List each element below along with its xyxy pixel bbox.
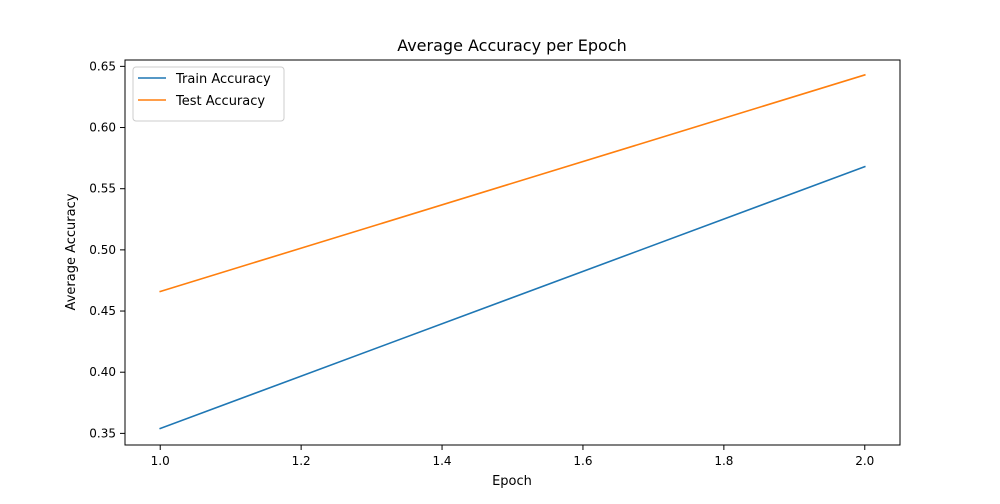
y-axis-ticks: 0.35 0.40 0.45 0.50 0.55 0.60 0.65 <box>89 59 125 440</box>
x-axis-label: Epoch <box>492 474 532 489</box>
legend-label-test-accuracy: Test Accuracy <box>175 94 265 109</box>
y-tick-label: 0.45 <box>89 304 116 318</box>
y-tick-label: 0.35 <box>89 426 116 440</box>
plot-area-frame <box>124 59 901 446</box>
legend: Train Accuracy Test Accuracy <box>132 66 285 122</box>
y-tick-label: 0.55 <box>89 182 116 196</box>
y-axis-label: Average Accuracy <box>64 193 79 310</box>
series-line-train-accuracy <box>159 165 866 430</box>
x-tick-label: 1.2 <box>292 454 311 468</box>
legend-box <box>132 66 285 122</box>
chart-title: Average Accuracy per Epoch <box>397 36 627 55</box>
x-tick-label: 1.4 <box>432 454 451 468</box>
series-lines <box>159 73 866 430</box>
x-tick-label: 1.0 <box>151 454 170 468</box>
y-tick-label: 0.60 <box>89 121 116 135</box>
legend-label-train-accuracy: Train Accuracy <box>175 72 271 87</box>
x-tick-label: 2.0 <box>855 454 874 468</box>
x-tick-label: 1.8 <box>714 454 733 468</box>
x-tick-label: 1.6 <box>573 454 592 468</box>
series-line-test-accuracy <box>159 73 866 293</box>
x-axis-ticks: 1.0 1.2 1.4 1.6 1.8 2.0 <box>151 445 874 468</box>
y-tick-label: 0.40 <box>89 365 116 379</box>
y-tick-label: 0.50 <box>89 243 116 257</box>
y-tick-label: 0.65 <box>89 59 116 73</box>
